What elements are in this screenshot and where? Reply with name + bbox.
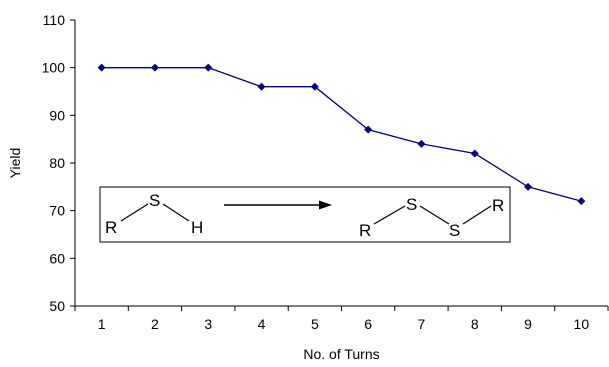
data-point [524, 182, 533, 191]
x-tick-label: 7 [418, 316, 426, 332]
data-point [310, 82, 319, 91]
bond-r-s1 [373, 205, 406, 225]
x-axis-title: No. of Turns [303, 346, 379, 362]
atom-s2: S [449, 221, 460, 240]
x-tick-label: 3 [204, 316, 212, 332]
atom-r: R [105, 218, 117, 237]
reaction-arrow-head [319, 200, 332, 210]
data-point [364, 125, 373, 134]
reaction-scheme-inset: R S H R S S R [99, 186, 511, 243]
x-tick-label: 2 [151, 316, 159, 332]
y-tick-label: 110 [43, 12, 66, 28]
data-point [577, 197, 586, 206]
series-line [101, 67, 582, 202]
x-tick-label: 4 [258, 316, 266, 332]
x-tick-label: 6 [364, 316, 372, 332]
data-point [204, 63, 213, 72]
x-tick-label: 5 [311, 316, 319, 332]
atom-s1: S [406, 195, 417, 214]
y-axis-title: Yield [7, 148, 23, 179]
y-tick-label: 80 [49, 155, 65, 171]
x-tick-label: 9 [524, 316, 532, 332]
bond-s-h [162, 203, 190, 222]
bond-s2-r [462, 205, 492, 225]
y-tick-label: 90 [49, 107, 65, 123]
x-ticks: 1 2 3 4 5 6 7 8 9 10 [74, 306, 609, 332]
inset-frame [99, 186, 511, 243]
series-yield [97, 63, 586, 206]
data-point [470, 149, 479, 158]
data-point [257, 82, 266, 91]
y-tick-label: 50 [49, 298, 65, 314]
atom-h: H [191, 218, 203, 237]
data-point [150, 63, 159, 72]
atom-s: S [149, 191, 160, 210]
axes [74, 20, 608, 307]
atom-r2: R [492, 196, 504, 215]
data-point [97, 63, 106, 72]
data-point [417, 139, 426, 148]
bond-s1-s2 [419, 205, 450, 225]
atom-r1: R [359, 221, 371, 240]
x-tick-label: 1 [98, 316, 106, 332]
x-tick-label: 8 [471, 316, 479, 332]
bond-r-s [120, 203, 149, 222]
y-ticks: 50 60 70 80 90 100 110 [42, 12, 75, 314]
y-tick-label: 60 [49, 250, 65, 266]
y-tick-label: 70 [49, 203, 65, 219]
y-tick-label: 100 [42, 60, 66, 76]
x-tick-label: 10 [574, 316, 590, 332]
